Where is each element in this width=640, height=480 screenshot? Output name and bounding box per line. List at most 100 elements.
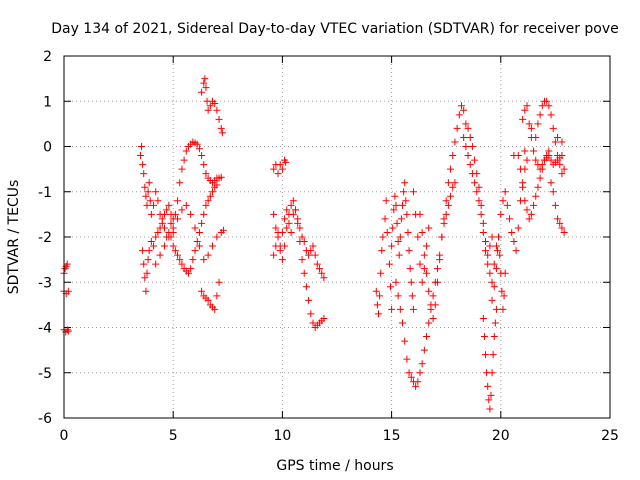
data-point: [444, 201, 452, 209]
data-point: [139, 161, 147, 169]
data-point: [150, 201, 158, 209]
data-point: [471, 179, 479, 187]
data-point: [198, 219, 206, 227]
data-point: [407, 278, 415, 286]
data-point: [482, 247, 490, 255]
data-point: [423, 333, 431, 341]
data-point: [204, 197, 212, 205]
data-point: [407, 373, 415, 381]
data-point: [560, 165, 568, 173]
data-point: [395, 251, 403, 259]
data-point: [200, 79, 208, 87]
data-point: [438, 233, 446, 241]
data-point: [195, 228, 203, 236]
x-axis-title: GPS time / hours: [276, 458, 393, 474]
data-point: [525, 215, 533, 223]
data-point: [453, 124, 461, 132]
data-point: [488, 233, 496, 241]
data-point: [409, 305, 417, 313]
data-point: [420, 346, 428, 354]
data-point: [397, 215, 405, 223]
data-point: [490, 283, 498, 291]
x-tick-label: 25: [601, 428, 619, 444]
data-point: [391, 192, 399, 200]
y-tick-label: 0: [43, 140, 52, 156]
data-point: [270, 251, 278, 259]
data-point: [215, 115, 223, 123]
data-point: [143, 269, 151, 277]
data-point: [523, 102, 531, 110]
data-point: [187, 210, 195, 218]
y-axis-title: SDTVAR / TECUs: [6, 180, 22, 295]
x-tick-label: 20: [492, 428, 510, 444]
data-point: [449, 152, 457, 160]
y-tick-label: 2: [43, 49, 52, 65]
data-point: [182, 201, 190, 209]
data-point: [389, 224, 397, 232]
data-point: [191, 224, 199, 232]
data-point: [374, 310, 382, 318]
data-point: [492, 265, 500, 273]
data-point: [218, 129, 226, 137]
data-point: [530, 201, 538, 209]
data-point: [433, 278, 441, 286]
data-point: [408, 292, 416, 300]
data-point: [289, 197, 297, 205]
data-point: [425, 224, 433, 232]
data-point: [270, 165, 278, 173]
data-point: [525, 120, 533, 128]
data-point: [213, 181, 221, 189]
data-point: [549, 124, 557, 132]
data-point: [305, 296, 313, 304]
data-point: [519, 115, 527, 123]
data-point: [213, 292, 221, 300]
data-point: [165, 233, 173, 241]
data-point: [479, 219, 487, 227]
data-point: [556, 161, 564, 169]
data-point: [184, 269, 192, 277]
data-point: [141, 274, 149, 282]
y-tick-label: -2: [38, 230, 52, 246]
data-point: [285, 210, 293, 218]
data-point: [547, 179, 555, 187]
data-point: [394, 292, 402, 300]
x-tick-label: 10: [273, 428, 291, 444]
data-point: [414, 233, 422, 241]
data-point: [156, 224, 164, 232]
y-tick-label: -4: [38, 321, 52, 337]
data-point: [206, 192, 214, 200]
data-point: [429, 314, 437, 322]
data-point: [416, 260, 424, 268]
data-point: [178, 260, 186, 268]
data-point: [152, 188, 160, 196]
data-point: [163, 206, 171, 214]
data-point: [298, 233, 306, 241]
data-point: [202, 201, 210, 209]
data-point: [195, 145, 203, 153]
data-point: [543, 97, 551, 105]
data-point: [460, 106, 468, 114]
data-points: [60, 75, 568, 413]
data-point: [425, 287, 433, 295]
data-point: [451, 179, 459, 187]
grid: [64, 56, 610, 418]
data-point: [480, 333, 488, 341]
data-point: [176, 256, 184, 264]
data-point: [209, 188, 217, 196]
data-point: [547, 156, 555, 164]
data-point: [204, 251, 212, 259]
data-point: [307, 310, 315, 318]
data-point: [499, 305, 507, 313]
data-point: [147, 238, 155, 246]
data-point: [385, 260, 393, 268]
data-point: [296, 224, 304, 232]
data-point: [488, 296, 496, 304]
data-point: [490, 260, 498, 268]
data-point: [158, 219, 166, 227]
data-point: [171, 210, 179, 218]
data-point: [497, 210, 505, 218]
data-point: [372, 287, 380, 295]
data-point: [491, 319, 499, 327]
data-point: [202, 84, 210, 92]
data-point: [523, 206, 531, 214]
